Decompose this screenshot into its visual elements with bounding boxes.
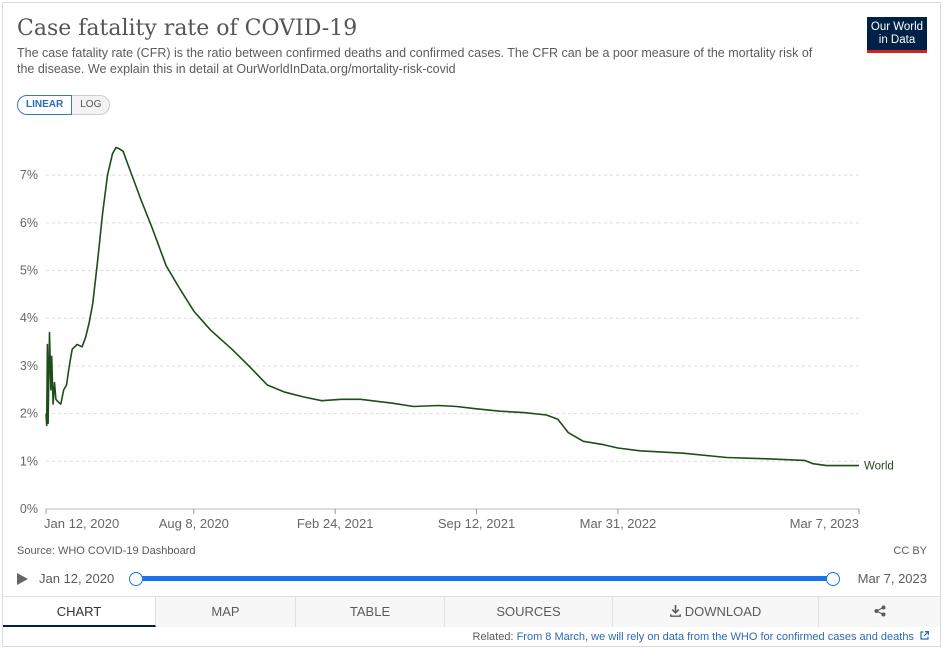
source-note: Source: WHO COVID-19 Dashboard — [17, 545, 196, 557]
x-tick-label: Feb 24, 2021 — [297, 516, 374, 531]
license-link[interactable]: CC BY — [893, 545, 927, 557]
timeline-start-handle[interactable] — [129, 572, 143, 586]
y-tick-label: 6% — [20, 216, 38, 230]
line-chart: 0% 1% 2% 3% 4% 5% 6% 7% Jan 12, 2020 Aug 8, 2020… — [20, 146, 894, 531]
log-scale-button[interactable]: LOG — [72, 95, 111, 115]
chart-subtitle: The case fatality rate (CFR) is the rati… — [17, 46, 813, 76]
play-icon[interactable] — [17, 573, 28, 585]
tab-chart[interactable]: CHART — [3, 597, 156, 627]
series-lines: World — [45, 146, 894, 473]
related-note: Related: From 8 March, we will rely on d… — [473, 631, 929, 643]
y-tick-labels: 0% 1% 2% 3% 4% 5% 6% 7% — [20, 168, 38, 516]
y-tick-label: 7% — [20, 168, 38, 182]
series-line-world[interactable] — [45, 146, 859, 467]
x-tick-label: Jan 12, 2020 — [44, 516, 119, 531]
external-link-icon — [920, 631, 929, 640]
timeline: Jan 12, 2020 Mar 7, 2023 — [17, 570, 927, 588]
x-tick-labels: Jan 12, 2020 Aug 8, 2020 Feb 24, 2021 Sep 1… — [44, 509, 860, 531]
logo-line2: in Data — [878, 34, 916, 46]
x-tick-label: Mar 7, 2023 — [790, 516, 859, 531]
scale-toggle: LINEAR LOG — [17, 95, 111, 115]
related-prefix: Related: — [472, 631, 514, 643]
tab-sources[interactable]: SOURCES — [445, 597, 613, 627]
tab-bar: CHART MAP TABLE SOURCES DOWNLOAD — [3, 596, 940, 627]
y-tick-label: 4% — [20, 311, 38, 325]
related-link[interactable]: From 8 March, we will rely on data from … — [516, 631, 914, 643]
y-tick-label: 3% — [20, 359, 38, 373]
timeline-start-label: Jan 12, 2020 — [39, 571, 115, 586]
linear-scale-button[interactable]: LINEAR — [17, 95, 73, 115]
owid-logo[interactable]: Our World in Data — [867, 17, 927, 53]
y-tick-label: 2% — [20, 407, 38, 421]
x-tick-label: Sep 12, 2021 — [438, 516, 515, 531]
tab-download[interactable]: DOWNLOAD — [613, 597, 819, 627]
timeline-end-label: Mar 7, 2023 — [857, 571, 927, 586]
series-label[interactable]: World — [864, 461, 894, 473]
timeline-track[interactable] — [136, 576, 833, 581]
tab-share[interactable] — [819, 597, 940, 627]
grid-lines — [46, 174, 859, 510]
download-icon — [669, 605, 681, 617]
y-tick-label: 5% — [20, 264, 38, 278]
tab-table[interactable]: TABLE — [296, 597, 445, 627]
tab-map[interactable]: MAP — [156, 597, 296, 627]
logo-line1: Our World — [870, 21, 924, 33]
download-label: DOWNLOAD — [684, 604, 762, 619]
y-tick-label: 0% — [20, 502, 38, 516]
x-tick-label: Mar 31, 2022 — [580, 516, 657, 531]
x-tick-label: Aug 8, 2020 — [159, 516, 229, 531]
y-tick-label: 1% — [20, 454, 38, 468]
share-icon — [874, 605, 885, 617]
timeline-end-handle[interactable] — [826, 572, 840, 586]
chart-title: Case fatality rate of COVID-19 — [17, 16, 358, 41]
